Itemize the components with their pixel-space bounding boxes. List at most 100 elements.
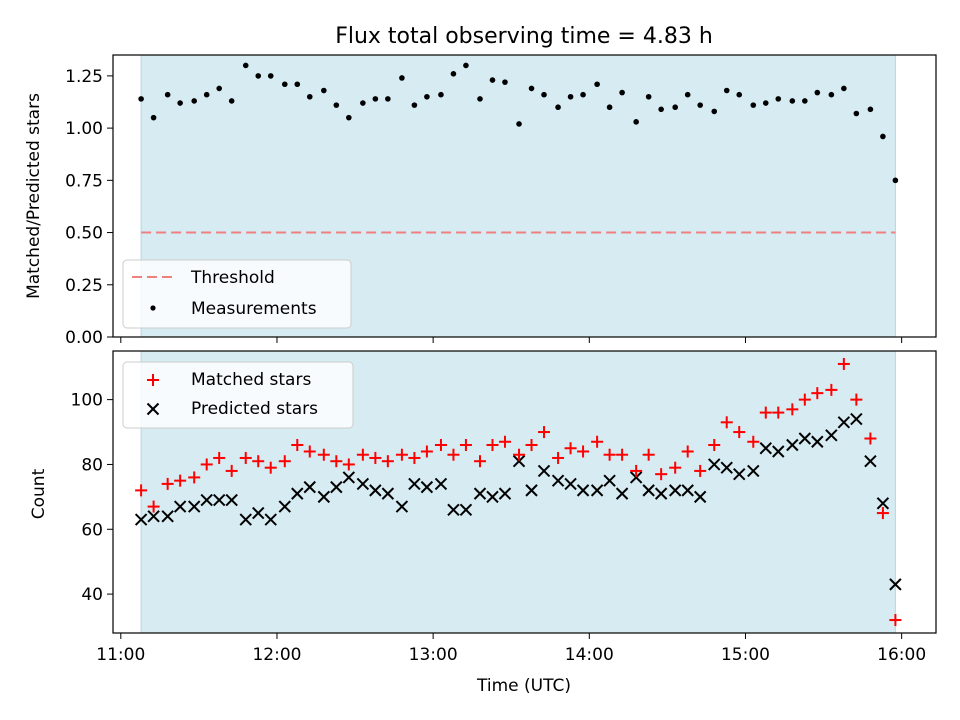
measurement-point (892, 177, 899, 184)
measurement-point (306, 93, 313, 100)
matched-star-marker (642, 448, 655, 461)
measurement-point (411, 102, 418, 108)
measurement-point (789, 98, 796, 104)
bottom-legend-box (122, 361, 354, 429)
top-y-axis-label: Matched/Predicted stars (24, 93, 44, 299)
measurement-point (580, 91, 586, 98)
predicted-star-marker (147, 510, 160, 523)
bottom-panel: 40 60 80 100 11:00 12:00 13:00 14:00 15:00 16:00… (29, 350, 937, 696)
predicted-star-marker (459, 503, 473, 517)
measurement-point (528, 85, 535, 92)
predicted-star-marker (889, 578, 902, 591)
matched-star-marker (876, 507, 889, 520)
top-axes-frame (112, 54, 937, 338)
predicted-star-marker (720, 461, 733, 474)
matched-star-marker (161, 477, 174, 490)
predicted-star-marker (693, 490, 707, 504)
matched-star-marker (616, 448, 629, 461)
matched-star-marker (252, 455, 265, 468)
matched-star-marker (498, 435, 511, 448)
predicted-star-marker (252, 506, 265, 520)
y-tick-label: 60 (81, 520, 103, 540)
y-tick-label: 0.75 (65, 171, 103, 191)
measurement-point (191, 98, 198, 104)
predicted-star-marker (395, 500, 409, 513)
predicted-star-marker (837, 416, 851, 429)
matched-star-marker (733, 426, 746, 439)
matched-star-marker (278, 455, 291, 468)
predicted-star-marker (420, 480, 434, 494)
measurement-point (828, 91, 835, 98)
measurement-point (150, 114, 157, 121)
measurement-point (138, 96, 144, 102)
predicted-star-marker (811, 435, 824, 448)
predicted-star-marker (200, 493, 213, 507)
measurement-point (203, 91, 210, 98)
predicted-star-marker (786, 438, 799, 452)
predicted-star-marker (525, 484, 538, 497)
predicted-star-marker (798, 432, 812, 445)
predicted-star-marker (225, 493, 238, 507)
matched-star-marker (486, 439, 499, 451)
matched-star-marker (213, 451, 226, 464)
matched-star-marker (459, 439, 472, 451)
matched-star-marker (330, 455, 343, 468)
predicted-star-marker (747, 464, 760, 478)
measurement-point (216, 85, 222, 92)
predicted-star-marker (356, 477, 370, 491)
legend-matched-label: Matched stars (191, 370, 311, 390)
legend-predicted-label: Predicted stars (191, 399, 318, 419)
predicted-star-marker (850, 412, 863, 426)
matched-star-markers (135, 357, 902, 627)
predicted-star-marker (473, 487, 487, 500)
bottom-legend: Matched stars Predicted stars (122, 361, 354, 429)
predicted-star-marker (681, 484, 694, 497)
matched-star-marker (356, 448, 369, 461)
predicted-star-marker (408, 477, 421, 491)
y-tick-label: 0.00 (65, 328, 103, 348)
matched-star-marker (135, 484, 148, 497)
matched-star-marker (720, 416, 733, 429)
predicted-star-marker (498, 487, 512, 500)
measurement-point (853, 110, 860, 117)
measurement-point (736, 91, 743, 98)
predicted-star-marker (134, 513, 148, 526)
predicted-star-marker (187, 500, 201, 513)
y-tick-label: 100 (71, 391, 103, 411)
measurement-point (360, 100, 366, 106)
matched-star-marker (577, 445, 590, 458)
predicted-star-marker (654, 487, 668, 500)
matched-star-marker (681, 445, 694, 458)
matched-star-marker (434, 439, 447, 451)
matched-star-marker (188, 471, 201, 484)
measurement-point (775, 96, 782, 102)
matched-star-marker (303, 445, 316, 458)
predicted-star-marker (825, 429, 838, 442)
predicted-star-marker (330, 480, 343, 494)
matched-star-marker (200, 458, 213, 471)
measurement-point (424, 93, 430, 100)
measurement-point (281, 81, 288, 88)
matched-star-marker (369, 451, 382, 464)
top-panel: 0.00 0.25 0.50 0.75 1.00 1.25 Matched/Predict… (24, 54, 937, 348)
measurement-point (567, 93, 574, 100)
measurement-point (228, 98, 235, 104)
predicted-star-marker (576, 484, 590, 497)
measurement-point (164, 91, 171, 98)
matched-star-marker (264, 461, 277, 474)
predicted-star-marker (615, 487, 629, 500)
predicted-star-marker (759, 442, 772, 455)
measurement-point (841, 85, 847, 92)
predicted-star-marker (864, 454, 877, 468)
matched-star-marker (630, 464, 643, 477)
measurement-point (477, 96, 483, 102)
measurement-point (267, 73, 274, 79)
measurement-point (672, 104, 679, 111)
matched-star-marker (538, 426, 551, 439)
predicted-star-markers (134, 412, 902, 591)
matched-star-marker (850, 393, 863, 406)
x-axis-label: Time (UTC) (476, 676, 571, 696)
predicted-star-marker (642, 484, 655, 497)
predicted-star-marker (486, 490, 499, 504)
chart-title: Flux total observing time = 4.83 h (335, 24, 713, 49)
